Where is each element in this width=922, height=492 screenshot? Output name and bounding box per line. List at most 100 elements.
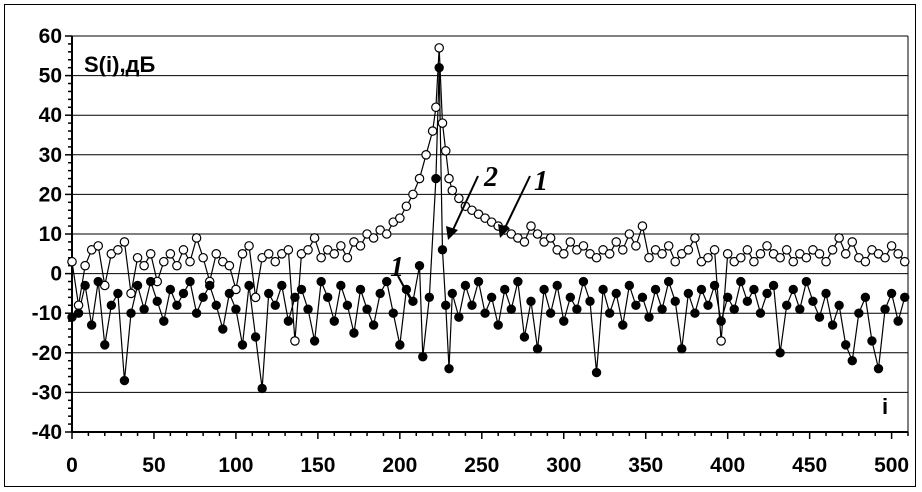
series-2-point bbox=[808, 296, 818, 307]
series-2-point bbox=[545, 308, 556, 318]
x-tick-label: 300 bbox=[546, 454, 581, 477]
series-1-point bbox=[840, 249, 851, 259]
series-2-point bbox=[559, 316, 569, 326]
series-2-point bbox=[670, 296, 680, 307]
series-1-point bbox=[827, 245, 838, 255]
series-2-point bbox=[513, 276, 523, 287]
x-tick-labels: 0 50 100 150 200 250 300 350 400 450 500 bbox=[66, 454, 909, 477]
series-2-point bbox=[80, 280, 90, 291]
series-2-point bbox=[119, 375, 130, 386]
series-2-point bbox=[375, 288, 385, 299]
series-1-point bbox=[440, 146, 451, 156]
series-2-point bbox=[847, 356, 857, 366]
series-1-point bbox=[709, 245, 720, 255]
x-tick-label: 0 bbox=[66, 454, 78, 477]
series-2-point bbox=[677, 344, 687, 354]
series-2-point bbox=[611, 288, 621, 299]
x-tick-label: 200 bbox=[382, 454, 417, 477]
series-2-point bbox=[821, 288, 831, 299]
series-2-point bbox=[473, 276, 484, 287]
series-1-point bbox=[211, 249, 222, 259]
series-1-point bbox=[814, 249, 825, 259]
series-2-point bbox=[231, 304, 241, 314]
series-group bbox=[67, 43, 910, 394]
series-2-point bbox=[342, 300, 353, 310]
series-1-point bbox=[834, 233, 844, 243]
series-2-point bbox=[742, 296, 753, 307]
series-2-point bbox=[749, 284, 759, 295]
series-2-point bbox=[408, 296, 418, 307]
series-1-point bbox=[158, 256, 169, 267]
series-2-point bbox=[755, 308, 766, 318]
series-1-point bbox=[283, 245, 294, 255]
series-1-point bbox=[860, 256, 871, 267]
series-1-point bbox=[683, 245, 694, 255]
series-2-point bbox=[382, 276, 392, 287]
series-1-point bbox=[519, 237, 530, 247]
series-2-point bbox=[526, 296, 536, 307]
series-2-point bbox=[244, 280, 254, 291]
series-2-point bbox=[880, 304, 890, 314]
series-1-point bbox=[80, 260, 90, 271]
series-2-point bbox=[631, 300, 641, 310]
series-1-point bbox=[617, 245, 628, 255]
series-2-point bbox=[788, 284, 798, 295]
series-2-point bbox=[437, 245, 448, 255]
series-2-point bbox=[736, 276, 746, 287]
series-1-point bbox=[126, 288, 136, 299]
y-tick-labels: 60 50 40 30 20 10 0 -10 -20 -30 -40 bbox=[32, 25, 62, 444]
series-1-point bbox=[735, 252, 746, 263]
series-1-point bbox=[250, 292, 261, 303]
series-2-point bbox=[395, 340, 405, 350]
series-1-point bbox=[178, 245, 189, 255]
y-tick-label: 40 bbox=[39, 104, 62, 127]
series-2-point bbox=[204, 280, 215, 291]
series-1-point bbox=[447, 185, 458, 196]
x-tick-label: 400 bbox=[710, 454, 745, 477]
series-1-point bbox=[290, 336, 300, 346]
series-2-point bbox=[126, 308, 136, 318]
series-2-point bbox=[841, 340, 851, 350]
series-1-point bbox=[309, 233, 320, 243]
series-1-point bbox=[663, 241, 674, 251]
series-1-point bbox=[381, 229, 392, 239]
series-2-point bbox=[323, 292, 333, 303]
y-tick-label: 30 bbox=[39, 144, 62, 167]
series-2-point bbox=[139, 304, 149, 314]
curve-label-1-small: 1 bbox=[390, 252, 404, 283]
series-2-point bbox=[690, 308, 700, 318]
series-2-point bbox=[460, 280, 471, 291]
series-2-point bbox=[867, 336, 877, 346]
series-1-point bbox=[67, 256, 77, 267]
series-2-point bbox=[854, 308, 864, 318]
series-2-point bbox=[598, 284, 608, 295]
series-2-point bbox=[172, 300, 182, 310]
series-1-point bbox=[145, 249, 156, 259]
series-2-point bbox=[211, 300, 221, 310]
series-2-point bbox=[834, 300, 844, 310]
series-2-point bbox=[781, 300, 792, 310]
series-2-point bbox=[585, 296, 595, 307]
series-1-point bbox=[329, 249, 340, 259]
series-1-point bbox=[781, 245, 792, 255]
x-axis-title: i bbox=[882, 394, 888, 419]
series-1-point bbox=[93, 241, 104, 251]
series-2-point bbox=[591, 367, 602, 378]
series-2-point bbox=[336, 280, 346, 291]
series-2-point bbox=[296, 284, 307, 295]
series-2-point bbox=[250, 332, 261, 342]
series-2-point bbox=[552, 280, 562, 291]
series-1-point bbox=[237, 249, 248, 259]
series-2-point bbox=[814, 312, 825, 322]
series-2-point bbox=[316, 276, 326, 287]
series-1-point bbox=[408, 189, 418, 200]
arrow-1-line bbox=[503, 175, 531, 231]
arrow-2-head bbox=[446, 226, 458, 240]
series-1-point bbox=[303, 245, 313, 255]
series-2-point bbox=[178, 288, 189, 299]
series-2-point bbox=[873, 363, 884, 374]
series-2-point bbox=[578, 276, 589, 287]
series-2-point bbox=[893, 316, 903, 326]
series-1-point bbox=[263, 249, 274, 259]
